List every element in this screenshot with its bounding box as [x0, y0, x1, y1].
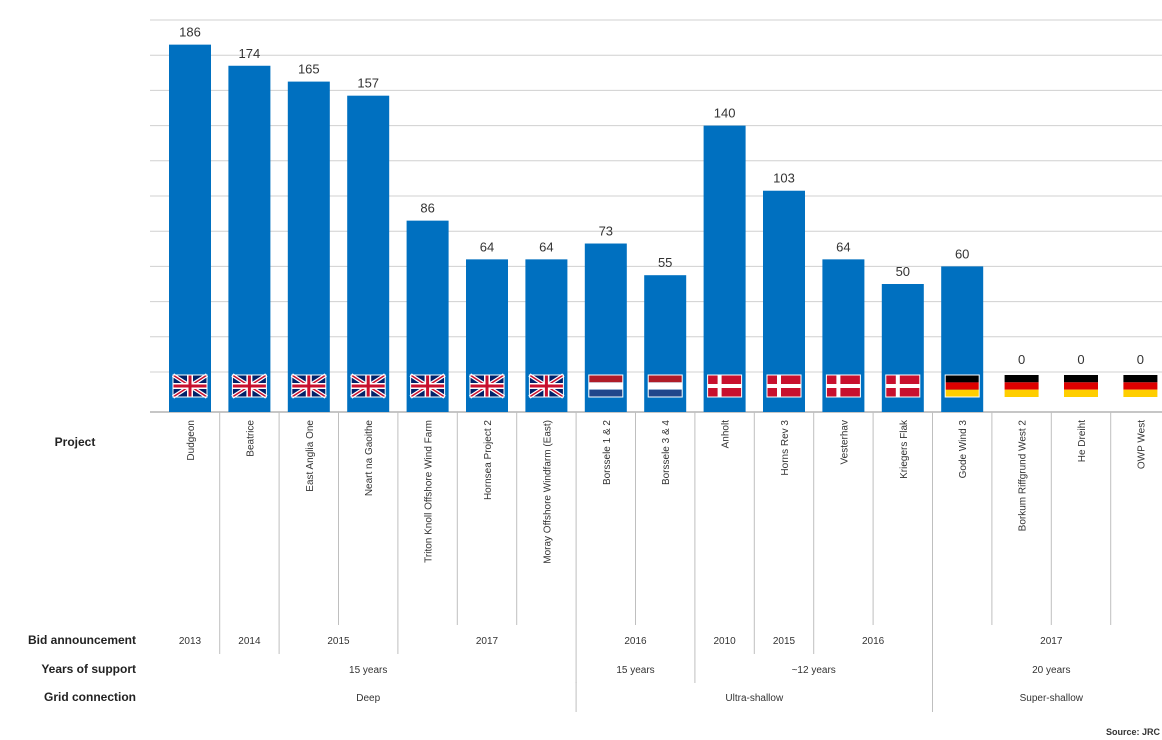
bar — [169, 44, 211, 412]
group-label: 2017 — [476, 636, 499, 647]
dk-flag-icon — [825, 374, 861, 398]
uk-flag-icon — [290, 373, 327, 399]
group-label: 2015 — [327, 636, 350, 647]
uk-flag-icon — [231, 373, 268, 399]
x-tick-label: Dudgeon — [186, 420, 197, 461]
data-label: 55 — [658, 255, 672, 270]
x-tick-label: Borssele 1 & 2 — [602, 420, 613, 485]
group-label: 2014 — [238, 636, 261, 647]
data-label: 50 — [896, 264, 910, 279]
x-tick-label: OWP West — [1136, 420, 1147, 469]
x-tick-label: Kriegers Flak — [899, 419, 910, 479]
group-label: Super-shallow — [1020, 693, 1084, 704]
group-label: Deep — [356, 693, 380, 704]
bar — [287, 81, 330, 412]
uk-flag-icon — [409, 373, 446, 399]
data-label: 60 — [955, 246, 969, 261]
dk-flag-icon — [885, 374, 921, 398]
data-label: 157 — [357, 76, 379, 91]
x-tick-label: Moray Offshore Windfarm (East) — [542, 420, 553, 564]
x-tick-label: He Dreiht — [1077, 420, 1088, 462]
de-flag-icon — [944, 374, 980, 398]
data-label: 0 — [1018, 352, 1025, 367]
dk-flag-icon — [766, 374, 802, 398]
de-flag-icon — [1004, 375, 1039, 397]
group-label: ~12 years — [792, 665, 836, 676]
x-tick-label: Anholt — [721, 420, 732, 449]
group-label: 2016 — [862, 636, 885, 647]
x-tick-label: Triton Knoll Offshore Wind Farm — [424, 420, 435, 563]
data-label: 64 — [480, 239, 494, 254]
group-label: 2017 — [1040, 636, 1063, 647]
x-tick-label: Beatrice — [245, 420, 256, 457]
x-tick-label: Borssele 3 & 4 — [661, 420, 672, 485]
x-tick-label: Neart na Gaoithe — [364, 420, 375, 497]
data-label: 86 — [420, 201, 434, 216]
row-label: Grid connection — [44, 690, 136, 704]
bar — [703, 125, 746, 412]
x-tick-label: Horns Rev 3 — [780, 420, 791, 476]
group-label: 20 years — [1032, 665, 1070, 676]
dk-flag-icon — [707, 374, 743, 398]
group-label: 15 years — [616, 665, 654, 676]
data-label: 64 — [836, 239, 850, 254]
data-label: 140 — [714, 106, 736, 121]
uk-flag-icon — [350, 373, 387, 399]
group-label: 2016 — [624, 636, 647, 647]
x-tick-label: East Anglia One — [305, 420, 316, 492]
nl-flag-icon — [588, 374, 624, 398]
data-label: 186 — [179, 25, 201, 40]
data-label: 165 — [298, 62, 320, 77]
source-note: Source: JRC — [1106, 727, 1161, 737]
data-label: 174 — [239, 46, 261, 61]
x-tick-label: Vesterhav — [839, 420, 850, 464]
data-label: 0 — [1137, 352, 1144, 367]
x-tick-label: Gode Wind 3 — [958, 420, 969, 479]
nl-flag-icon — [647, 374, 683, 398]
data-label: 0 — [1077, 352, 1084, 367]
group-label: 2013 — [179, 636, 202, 647]
flags — [171, 373, 1158, 399]
uk-flag-icon — [528, 373, 565, 399]
row-label: Project — [55, 435, 96, 449]
value-labels: 186 174 165 157 86 64 64 73 55 140 103 64 50 60 0 0 0 — [179, 25, 1144, 367]
data-label: 103 — [773, 171, 795, 186]
bars — [169, 44, 984, 413]
category-table: Dudgeon Beatrice East Anglia One Neart na G… — [28, 412, 1147, 712]
row-label: Years of support — [41, 662, 136, 676]
row-label: Bid announcement — [28, 633, 136, 647]
group-label: Ultra-shallow — [725, 693, 784, 704]
bar — [228, 65, 271, 412]
de-flag-icon — [1064, 375, 1098, 397]
group-label: 2010 — [713, 636, 736, 647]
data-label: 64 — [539, 239, 553, 254]
bar — [347, 95, 390, 413]
x-tick-label: Hornsea Project 2 — [483, 420, 494, 500]
group-label: 2015 — [773, 636, 796, 647]
data-label: 73 — [599, 224, 613, 239]
de-flag-icon — [1123, 375, 1158, 397]
uk-flag-icon — [468, 373, 506, 399]
group-label: 15 years — [349, 665, 387, 676]
x-tick-label: Borkum Riffgrund West 2 — [1018, 420, 1029, 532]
uk-flag-icon — [171, 373, 209, 399]
